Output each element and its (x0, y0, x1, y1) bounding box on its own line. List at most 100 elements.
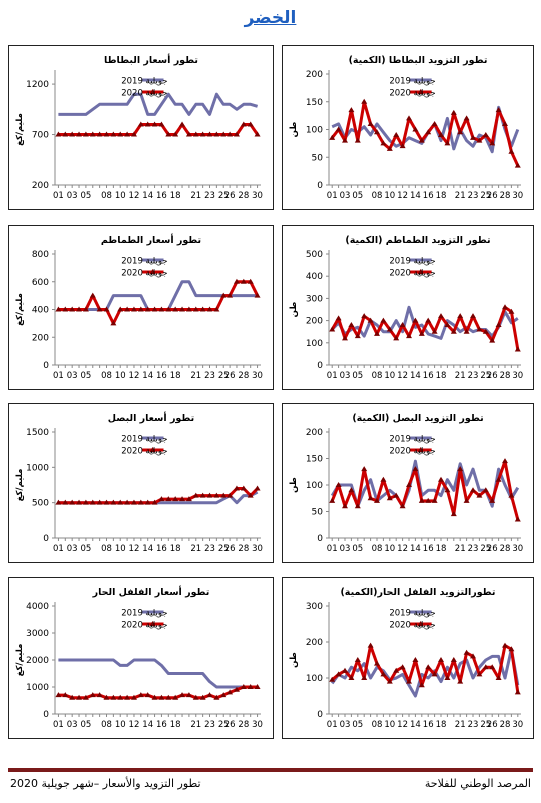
data-point-2020 (158, 694, 165, 700)
data-point-2020 (431, 497, 438, 503)
y-tick-label: 0 (317, 181, 323, 191)
data-point-2020 (124, 694, 131, 700)
data-point-2020 (374, 660, 380, 666)
legend-label: جويلية 2019 (121, 609, 167, 619)
chart-panel-tomato-price: تطور أسعار الطماطم 0 200 400 600 800 مليم/كغ 01… (8, 225, 274, 390)
x-tick-label: 12 (129, 371, 140, 381)
x-tick-label: 08 (372, 191, 383, 201)
data-point-2020 (470, 134, 476, 140)
series-line-2020 (58, 487, 259, 505)
y-tick-label: 700 (32, 131, 49, 141)
y-tick-label: 50 (312, 153, 324, 163)
data-point-2020 (380, 476, 387, 482)
y-tick-label: 3000 (26, 629, 49, 639)
data-point-2020 (348, 487, 355, 493)
data-point-2020 (76, 131, 83, 137)
data-point-2020 (172, 694, 179, 700)
data-point-2020 (393, 132, 400, 138)
data-point-2020 (227, 292, 234, 298)
x-tick-label: 26 (487, 191, 498, 201)
data-point-2020 (399, 664, 406, 670)
data-point-2020 (130, 306, 137, 312)
x-tick-label: 03 (340, 191, 351, 201)
x-tick-label: 05 (352, 720, 363, 730)
data-point-2020 (418, 137, 425, 143)
data-point-2020 (124, 499, 131, 505)
chart-potato-supply: تطور التزويد البطاطا (الكمية)05010015020… (289, 55, 523, 201)
data-point-2020 (412, 466, 419, 472)
x-tick-label: 12 (129, 720, 140, 730)
x-tick-label: 03 (67, 191, 78, 201)
y-tick-label: 0 (317, 361, 323, 371)
data-point-2020 (103, 694, 110, 700)
x-tick-label: 28 (238, 371, 249, 381)
legend-label: جويلية 2020 (121, 89, 167, 99)
x-tick-label: 30 (252, 720, 263, 730)
x-tick-label: 16 (156, 720, 167, 730)
chart-title: تطور أسعار الفلفل الحار (92, 585, 210, 598)
chart-onion-supply: تطور التزويد البصل (الكمية)050100150200ط… (289, 413, 523, 554)
data-point-2020 (495, 107, 502, 113)
data-point-2020 (165, 131, 172, 137)
y-tick-label: 400 (32, 306, 49, 316)
data-point-2020 (495, 322, 502, 328)
data-point-2020 (361, 313, 368, 319)
y-axis-label: مليم/كغ (15, 293, 25, 326)
data-point-2020 (508, 646, 515, 652)
x-tick-label: 12 (397, 720, 408, 730)
data-point-2020 (399, 503, 406, 509)
data-point-2020 (240, 485, 247, 491)
series-line-2020 (330, 305, 520, 350)
x-tick-label: 10 (384, 191, 395, 201)
data-point-2020 (386, 145, 393, 151)
data-point-2020 (185, 306, 192, 312)
y-tick-label: 200 (32, 181, 49, 191)
data-point-2020 (199, 694, 206, 700)
legend-label: جويلية 2019 (121, 257, 167, 267)
data-point-2020 (76, 306, 83, 312)
data-point-2020 (227, 492, 234, 498)
x-tick-label: 03 (67, 720, 78, 730)
data-point-2020 (69, 499, 76, 505)
data-point-2020 (354, 137, 361, 143)
data-point-2020 (367, 642, 374, 648)
y-tick-label: 0 (43, 710, 49, 720)
chart-title: تطور أسعار الطماطم (101, 233, 201, 246)
data-point-2020 (502, 458, 508, 464)
data-point-2020 (354, 503, 361, 509)
y-tick-label: 200 (306, 638, 323, 648)
data-point-2020 (450, 328, 457, 334)
y-tick-label: 1000 (26, 463, 49, 473)
data-point-2020 (220, 692, 227, 698)
x-tick-label: 30 (252, 544, 263, 554)
data-point-2020 (233, 686, 240, 692)
data-point-2020 (457, 129, 464, 135)
x-tick-label: 08 (101, 191, 112, 201)
data-point-2020 (82, 306, 89, 312)
x-tick-label: 10 (384, 544, 395, 554)
x-tick-label: 12 (397, 544, 408, 554)
x-tick-label: 18 (436, 371, 447, 381)
data-point-2020 (227, 689, 234, 695)
data-point-2020 (502, 304, 508, 310)
y-tick-label: 0 (317, 534, 323, 544)
data-point-2020 (342, 503, 348, 509)
x-tick-label: 18 (436, 544, 447, 554)
data-point-2020 (374, 497, 380, 503)
x-tick-label: 10 (115, 371, 126, 381)
data-point-2020 (117, 694, 124, 700)
legend-label: جويلية 2020 (389, 269, 435, 279)
x-tick-label: 16 (423, 720, 434, 730)
y-tick-label: 1500 (26, 428, 49, 438)
x-tick-label: 26 (487, 371, 498, 381)
x-tick-label: 25 (480, 371, 491, 381)
y-tick-label: 600 (32, 278, 49, 288)
x-tick-label: 12 (397, 191, 408, 201)
data-point-2020 (438, 132, 444, 138)
data-point-2020 (76, 694, 83, 700)
x-tick-label: 21 (455, 371, 466, 381)
data-point-2020 (444, 675, 451, 680)
series-line-2020 (58, 280, 259, 325)
x-tick-label: 05 (352, 544, 363, 554)
